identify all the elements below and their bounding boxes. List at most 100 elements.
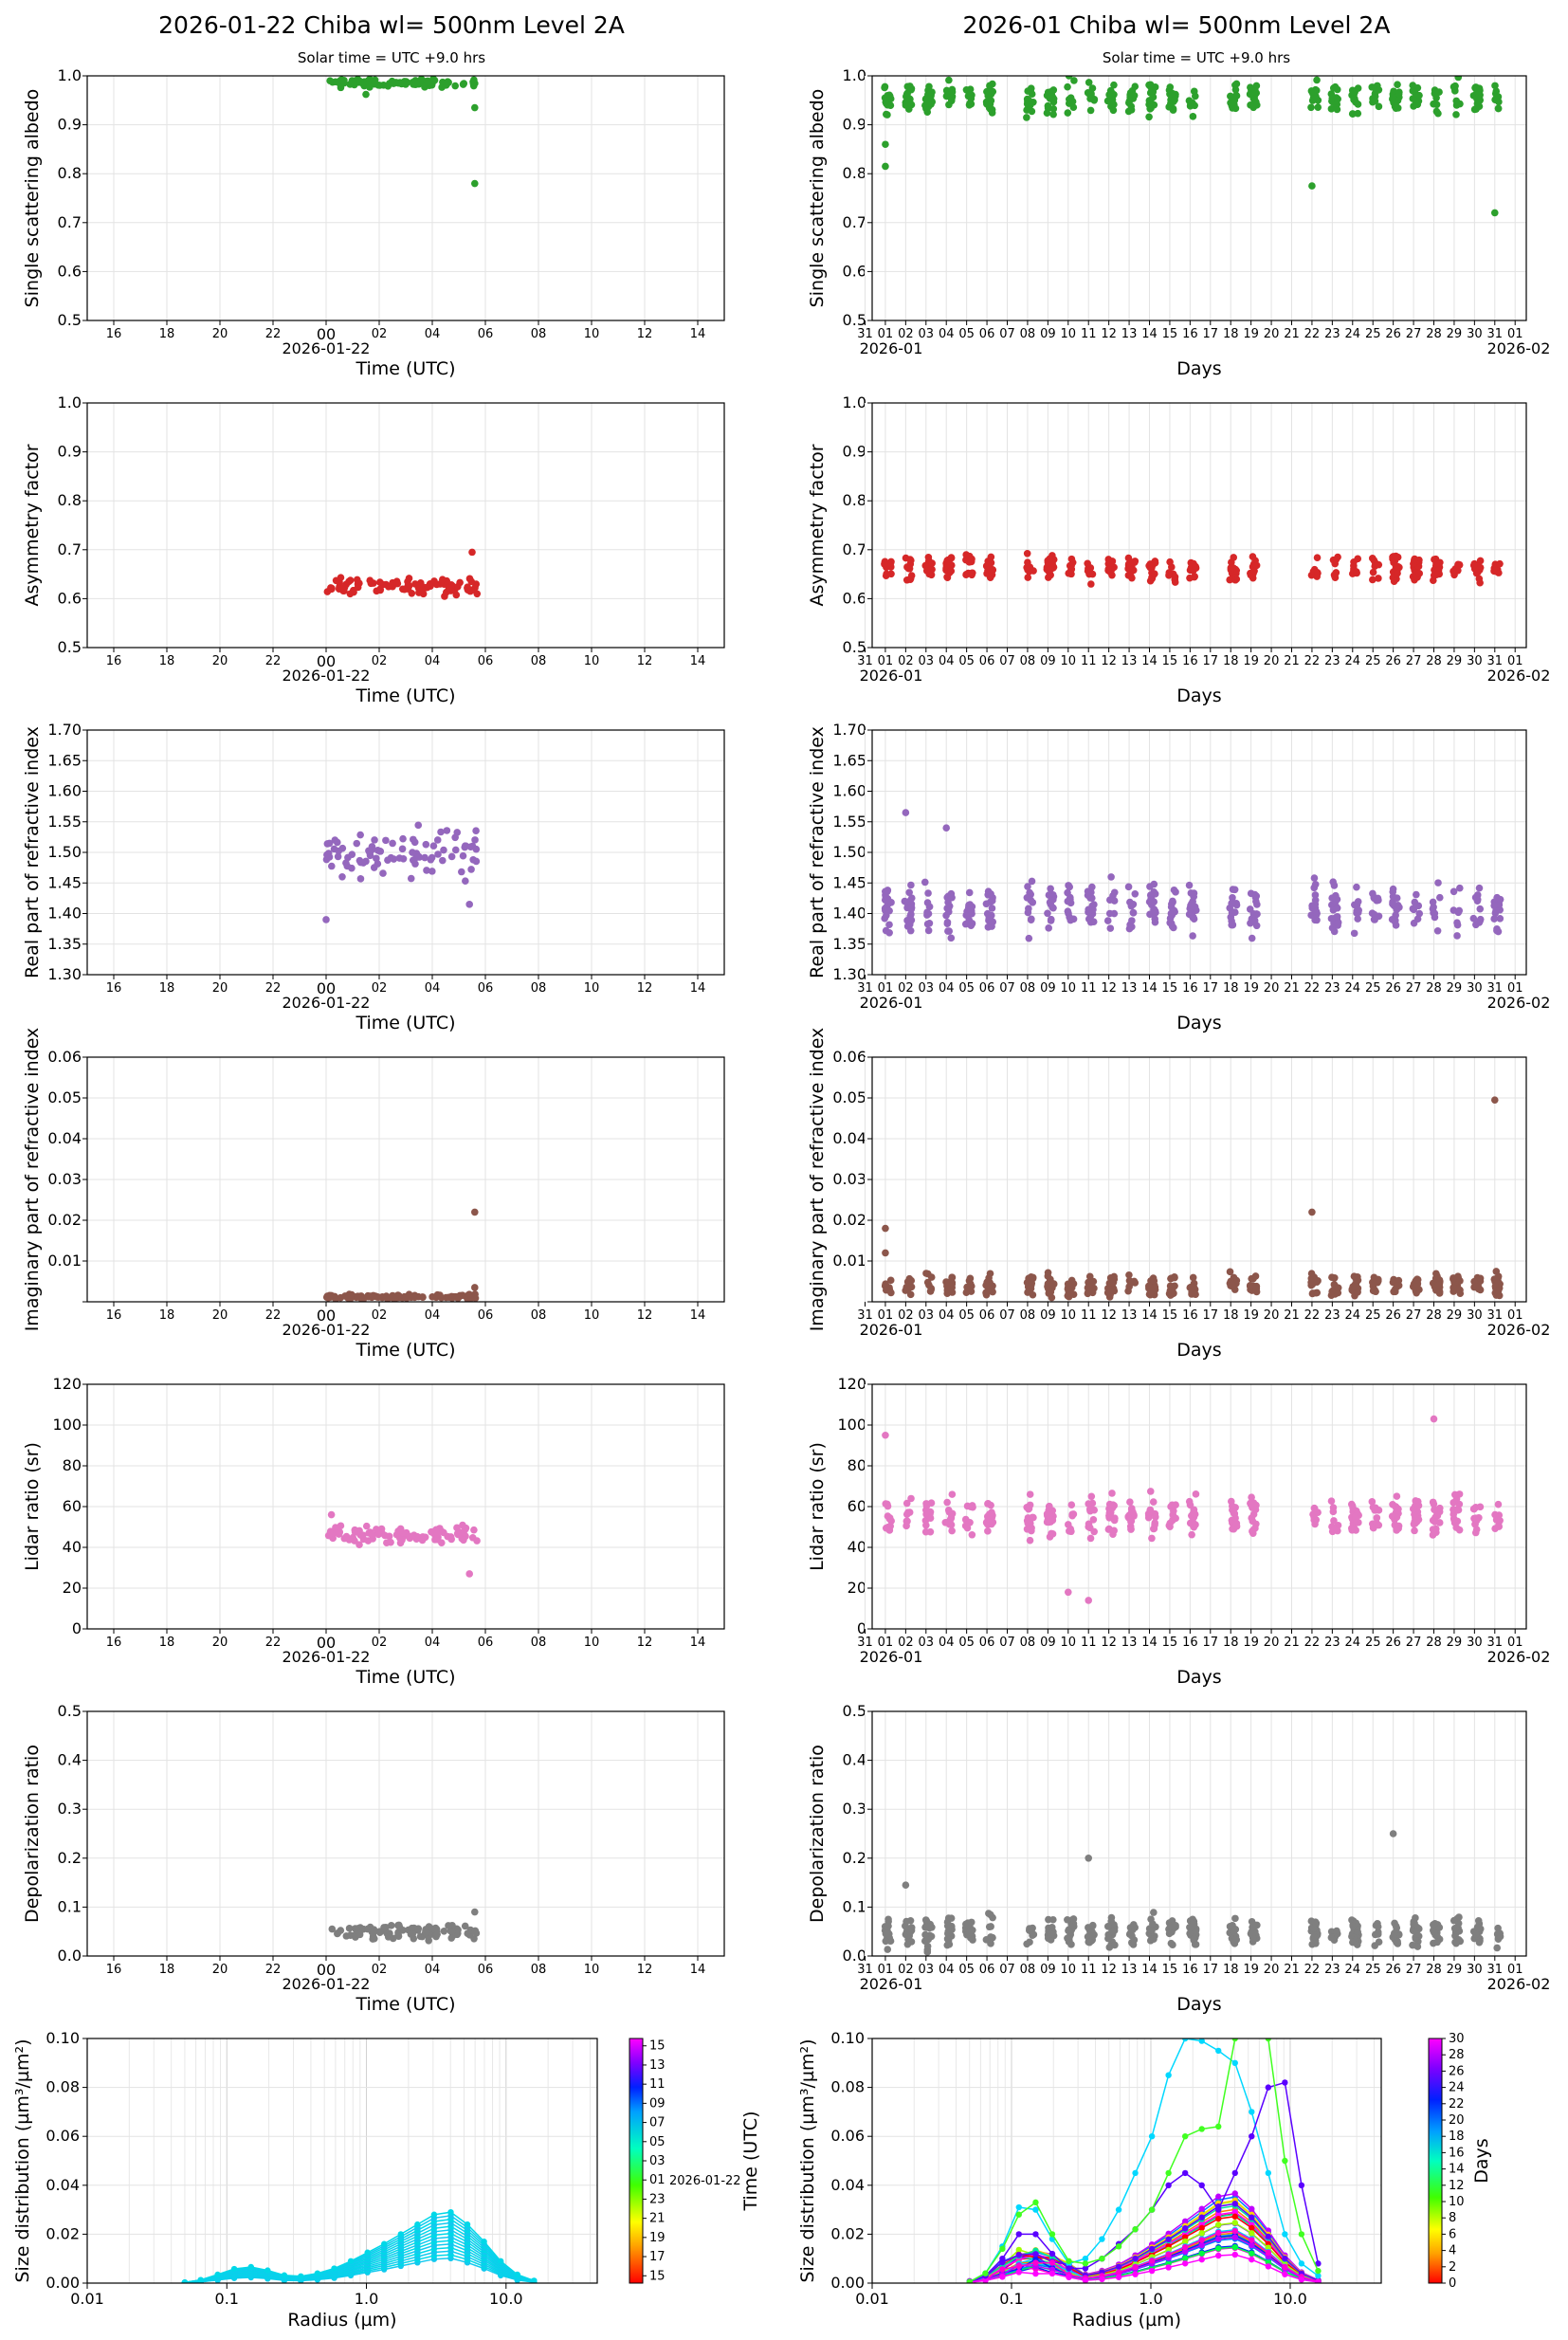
data-point: [927, 1273, 936, 1281]
data-point: [1170, 886, 1178, 894]
data-point: [1047, 1936, 1055, 1944]
data-point: [359, 1295, 368, 1302]
data-point: [1411, 898, 1419, 906]
plot-frame: [86, 729, 725, 976]
x-tick-label: 16: [106, 1636, 122, 1650]
data-point: [1025, 934, 1033, 942]
x-tick-label: 21: [1284, 327, 1300, 341]
data-point: [1145, 113, 1153, 121]
x-axis-label: Time (UTC): [355, 686, 455, 706]
x-tick-label: 0.1: [999, 2290, 1023, 2308]
data-point: [1327, 1497, 1336, 1505]
data-point: [1047, 571, 1054, 579]
data-point: [1106, 924, 1115, 932]
x-date-label: 2026-01-22: [283, 1648, 371, 1666]
data-points: [328, 1908, 481, 1945]
data-point: [1066, 1290, 1074, 1298]
data-point: [1028, 915, 1035, 923]
x-tick-label: 06: [478, 327, 494, 341]
x-tick-label: 20: [1264, 1963, 1280, 1977]
x-tick-label: 24: [1345, 654, 1361, 668]
data-point: [1192, 1941, 1200, 1948]
x-tick-label: 04: [939, 654, 955, 668]
data-point: [882, 1937, 890, 1946]
y-tick-label: 0.2: [58, 1849, 82, 1867]
data-point: [1084, 891, 1092, 900]
data-point: [461, 843, 469, 851]
y-tick-label: 100: [52, 1416, 82, 1434]
data-point: [925, 903, 934, 911]
data-point: [1190, 1920, 1198, 1929]
data-point: [418, 1536, 427, 1545]
data-point: [1348, 1526, 1357, 1534]
data-point: [1311, 896, 1320, 905]
x-tick-label: 07: [999, 1308, 1015, 1323]
data-point: [1030, 1513, 1037, 1522]
y-tick-label: 0.1: [58, 1897, 82, 1915]
data-point: [884, 1502, 892, 1510]
data-point: [1354, 915, 1361, 923]
data-point: [1049, 904, 1057, 912]
data-point: [1129, 1508, 1137, 1516]
y-tick-label: 0.4: [58, 1751, 82, 1769]
data-point: [1369, 1287, 1377, 1295]
data-point: [884, 1915, 892, 1924]
data-point: [1373, 1514, 1381, 1522]
data-point: [1128, 1931, 1136, 1940]
y-tick-label: 20: [63, 1579, 82, 1597]
y-tick-label: 0.7: [843, 213, 866, 231]
data-point: [1496, 1929, 1504, 1937]
data-point: [467, 586, 476, 594]
data-point: [390, 855, 398, 863]
data-point: [1313, 554, 1322, 561]
data-point: [1474, 95, 1483, 103]
data-point: [1354, 898, 1362, 905]
data-point: [1434, 1281, 1443, 1289]
data-point: [1169, 898, 1176, 906]
x-tick-label: 15: [1162, 981, 1178, 996]
data-points: [881, 1096, 1504, 1302]
data-point: [1348, 1502, 1357, 1509]
data-point: [882, 1431, 889, 1439]
x-start-label: 2026-01: [860, 1648, 923, 1666]
data-point: [447, 852, 456, 861]
data-point: [1090, 1527, 1098, 1536]
data-point: [884, 1946, 892, 1953]
data-point: [1330, 1273, 1339, 1282]
data-point: [1023, 549, 1031, 558]
data-point: [905, 921, 914, 928]
x-tick-label: 10: [1061, 981, 1077, 996]
real-daily-panel: 1.30 1.35 1.40 1.45 1.50 1.55 1.60 1.65 1.70 16 18…: [22, 721, 725, 1033]
data-point: [356, 1541, 363, 1549]
size-point: [1198, 2224, 1205, 2232]
x-tick-label: 18: [1223, 981, 1239, 996]
data-point: [433, 1930, 441, 1938]
x-tick-label: 03: [919, 654, 935, 668]
data-point: [1494, 104, 1503, 113]
ssa-monthly-panel: 0.50.60.70.80.91.031 01 02 03 04 05 06 07 08 09 10…: [807, 66, 1550, 379]
data-point: [422, 840, 430, 849]
y-axis-label: Depolarization ratio: [22, 1745, 43, 1923]
x-tick-label: 20: [212, 327, 228, 341]
size-point: [1231, 2208, 1238, 2216]
data-point: [1351, 88, 1358, 96]
data-point: [1028, 107, 1036, 116]
x-axis-label: Time (UTC): [355, 358, 455, 379]
x-tick-label: 28: [1426, 1636, 1442, 1650]
x-tick-label: 01: [878, 1636, 894, 1650]
data-point: [945, 902, 954, 910]
data-point: [330, 1529, 337, 1537]
size-point: [1265, 2258, 1272, 2265]
x-tick-label: 14: [690, 327, 706, 341]
data-point: [983, 909, 992, 918]
data-point: [454, 582, 462, 591]
data-point: [965, 888, 974, 897]
data-point: [1352, 1275, 1360, 1284]
data-point: [947, 554, 956, 562]
size-point: [1215, 2193, 1222, 2200]
data-point: [364, 1537, 373, 1545]
x-tick-label: 27: [1406, 1963, 1422, 1977]
x-tick-label: 10: [1061, 1308, 1077, 1323]
x-tick-label: 03: [919, 1963, 935, 1977]
